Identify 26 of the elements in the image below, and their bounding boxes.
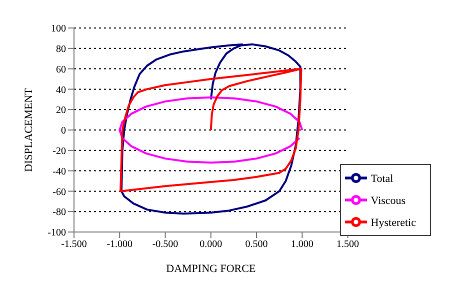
line-series bbox=[120, 43, 302, 215]
x-tick-label: 0.000 bbox=[200, 239, 222, 250]
x-tick-label: 1.500 bbox=[336, 239, 360, 250]
legend-label: Viscous bbox=[370, 194, 406, 207]
y-tick-label: 40 bbox=[56, 84, 66, 96]
legend-label: Total bbox=[370, 172, 394, 185]
y-tick-label: 80 bbox=[56, 44, 66, 55]
y-tick-label: 0 bbox=[61, 126, 66, 137]
x-tick-label: -1.500 bbox=[61, 239, 87, 250]
y-tick-label: -60 bbox=[52, 186, 66, 198]
line-series bbox=[120, 68, 302, 192]
y-tick-label: -40 bbox=[52, 166, 66, 178]
y-tick-label: 100 bbox=[51, 24, 66, 35]
y-tick-label: -80 bbox=[52, 207, 66, 218]
legend-label: Hysteretic bbox=[370, 216, 416, 229]
x-tick-label: -0.500 bbox=[152, 239, 178, 250]
y-tick-label: -100 bbox=[48, 228, 66, 239]
x-tick-label: 1.000 bbox=[290, 239, 314, 250]
y-tick-label: 20 bbox=[56, 105, 66, 116]
y-tick-label: -20 bbox=[52, 146, 66, 157]
line-series bbox=[118, 96, 304, 164]
x-axis-title: DAMPING FORCE bbox=[166, 263, 256, 275]
y-tick-label: 60 bbox=[56, 64, 66, 76]
x-tick-label: -1.000 bbox=[106, 239, 133, 250]
y-axis-title: DISPLACEMENT bbox=[22, 88, 35, 172]
x-tick-label: 0.500 bbox=[245, 239, 268, 250]
